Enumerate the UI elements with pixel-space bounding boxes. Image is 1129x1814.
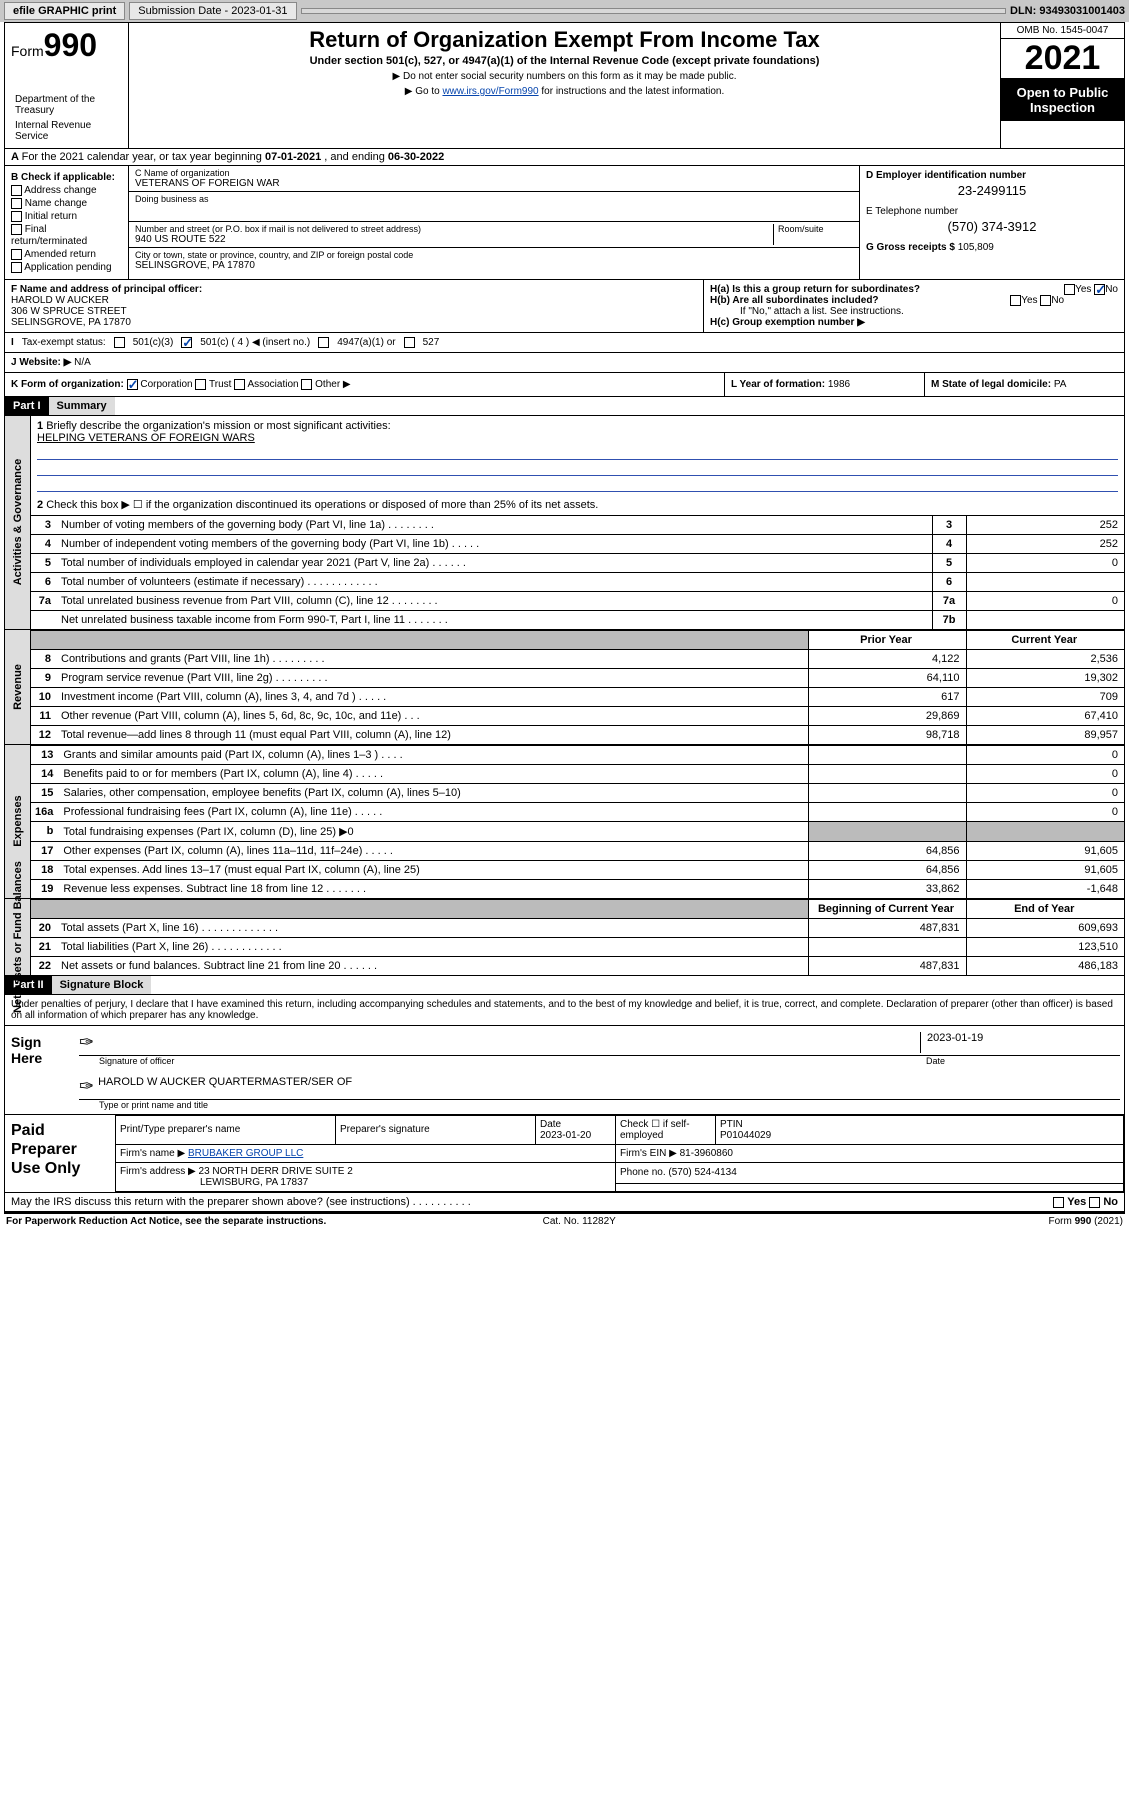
chk-amended[interactable] [11, 249, 22, 260]
col-d: D Employer identification number23-24991… [860, 166, 1124, 279]
phone: (570) 374-3912 [866, 219, 1118, 234]
state-domicile: PA [1054, 379, 1067, 390]
sidebar-revenue: Revenue [5, 630, 31, 744]
chk-other[interactable] [301, 379, 312, 390]
chk-may-no[interactable] [1089, 1197, 1100, 1208]
col-b: B Check if applicable: Address change Na… [5, 166, 129, 279]
website: N/A [74, 357, 91, 368]
chk-trust[interactable] [195, 379, 206, 390]
chk-ha-no[interactable] [1094, 284, 1105, 295]
sidebar-governance: Activities & Governance [5, 416, 31, 629]
form-header: Form990 Department of the Treasury Inter… [5, 23, 1124, 149]
org-name: VETERANS OF FOREIGN WAR [135, 178, 853, 189]
submission-date: Submission Date - 2023-01-31 [129, 2, 296, 20]
netassets-table: Beginning of Current YearEnd of Year20To… [31, 899, 1124, 975]
chk-pending[interactable] [11, 262, 22, 273]
chk-hb-no[interactable] [1040, 295, 1051, 306]
col-c: C Name of organizationVETERANS OF FOREIG… [129, 166, 860, 279]
ein: 23-2499115 [866, 183, 1118, 198]
tax-year: 2021 [1001, 39, 1124, 79]
street-address: 940 US ROUTE 522 [135, 234, 773, 245]
link-note: ▶ Go to www.irs.gov/Form990 for instruct… [133, 86, 996, 97]
part2-header: Part IISignature Block [5, 976, 1124, 995]
governance-table: 3Number of voting members of the governi… [31, 515, 1124, 629]
chk-address[interactable] [11, 185, 22, 196]
chk-ha-yes[interactable] [1064, 284, 1075, 295]
row-i: I Tax-exempt status: 501(c)(3) 501(c) ( … [5, 333, 1124, 353]
officer-name: HAROLD W AUCKER [11, 295, 109, 306]
form-container: Form990 Department of the Treasury Inter… [4, 22, 1125, 1214]
prep-date: 2023-01-20 [540, 1130, 591, 1141]
revenue-table: Prior YearCurrent Year8Contributions and… [31, 630, 1124, 744]
chk-assoc[interactable] [234, 379, 245, 390]
chk-hb-yes[interactable] [1010, 295, 1021, 306]
preparer-section: Paid Preparer Use Only Print/Type prepar… [5, 1115, 1124, 1193]
sign-here-row: Sign Here ✑2023-01-19 Signature of offic… [5, 1026, 1124, 1115]
chk-final[interactable] [11, 224, 22, 235]
may-discuss: May the IRS discuss this return with the… [5, 1193, 1124, 1213]
chk-corp[interactable] [127, 379, 138, 390]
chk-initial[interactable] [11, 211, 22, 222]
chk-501c3[interactable] [114, 337, 125, 348]
firm-link[interactable]: BRUBAKER GROUP LLC [188, 1148, 303, 1159]
row-fgh: F Name and address of principal officer:… [5, 280, 1124, 333]
omb-number: OMB No. 1545-0047 [1001, 23, 1124, 39]
irs-label: Internal Revenue Service [11, 118, 122, 144]
gross-receipts: 105,809 [958, 242, 994, 253]
firm-addr: 23 NORTH DERR DRIVE SUITE 2 [199, 1166, 353, 1177]
page-footer: For Paperwork Reduction Act Notice, see … [0, 1214, 1129, 1229]
ptin: P01044029 [720, 1130, 771, 1141]
info-grid: B Check if applicable: Address change Na… [5, 166, 1124, 280]
declaration: Under penalties of perjury, I declare th… [5, 995, 1124, 1026]
mission-text: HELPING VETERANS OF FOREIGN WARS [37, 432, 255, 444]
efile-button[interactable]: efile GRAPHIC print [4, 2, 125, 20]
open-to-public: Open to Public Inspection [1001, 79, 1124, 121]
row-j: J Website: ▶ N/A [5, 353, 1124, 373]
toolbar-spacer [301, 8, 1007, 14]
ssn-note: ▶ Do not enter social security numbers o… [133, 71, 996, 82]
form-subtitle: Under section 501(c), 527, or 4947(a)(1)… [133, 55, 996, 67]
row-k: K Form of organization: Corporation Trus… [5, 373, 1124, 397]
irs-link[interactable]: www.irs.gov/Form990 [442, 86, 538, 97]
row-a: A For the 2021 calendar year, or tax yea… [5, 149, 1124, 166]
sign-date: 2023-01-19 [920, 1032, 1120, 1053]
chk-501c[interactable] [181, 337, 192, 348]
expenses-table: 13Grants and similar amounts paid (Part … [31, 745, 1124, 898]
form-label: Form [11, 43, 44, 59]
sidebar-netassets: Net Assets or Fund Balances [5, 899, 31, 975]
chk-527[interactable] [404, 337, 415, 348]
chk-name[interactable] [11, 198, 22, 209]
dept-treasury: Department of the Treasury [11, 92, 122, 118]
firm-phone: (570) 524-4134 [668, 1167, 736, 1178]
city-state-zip: SELINSGROVE, PA 17870 [135, 260, 853, 271]
form-number: 990 [44, 27, 97, 63]
year-formation: 1986 [828, 379, 850, 390]
top-toolbar: efile GRAPHIC print Submission Date - 20… [0, 0, 1129, 22]
form-title: Return of Organization Exempt From Incom… [133, 27, 996, 53]
chk-4947[interactable] [318, 337, 329, 348]
part1-header: Part ISummary [5, 397, 1124, 416]
dln-label: DLN: 93493031001403 [1010, 5, 1125, 17]
officer-print-name: HAROLD W AUCKER QUARTERMASTER/SER OF [98, 1076, 352, 1097]
firm-ein: 81-3960860 [680, 1148, 733, 1159]
chk-may-yes[interactable] [1053, 1197, 1064, 1208]
